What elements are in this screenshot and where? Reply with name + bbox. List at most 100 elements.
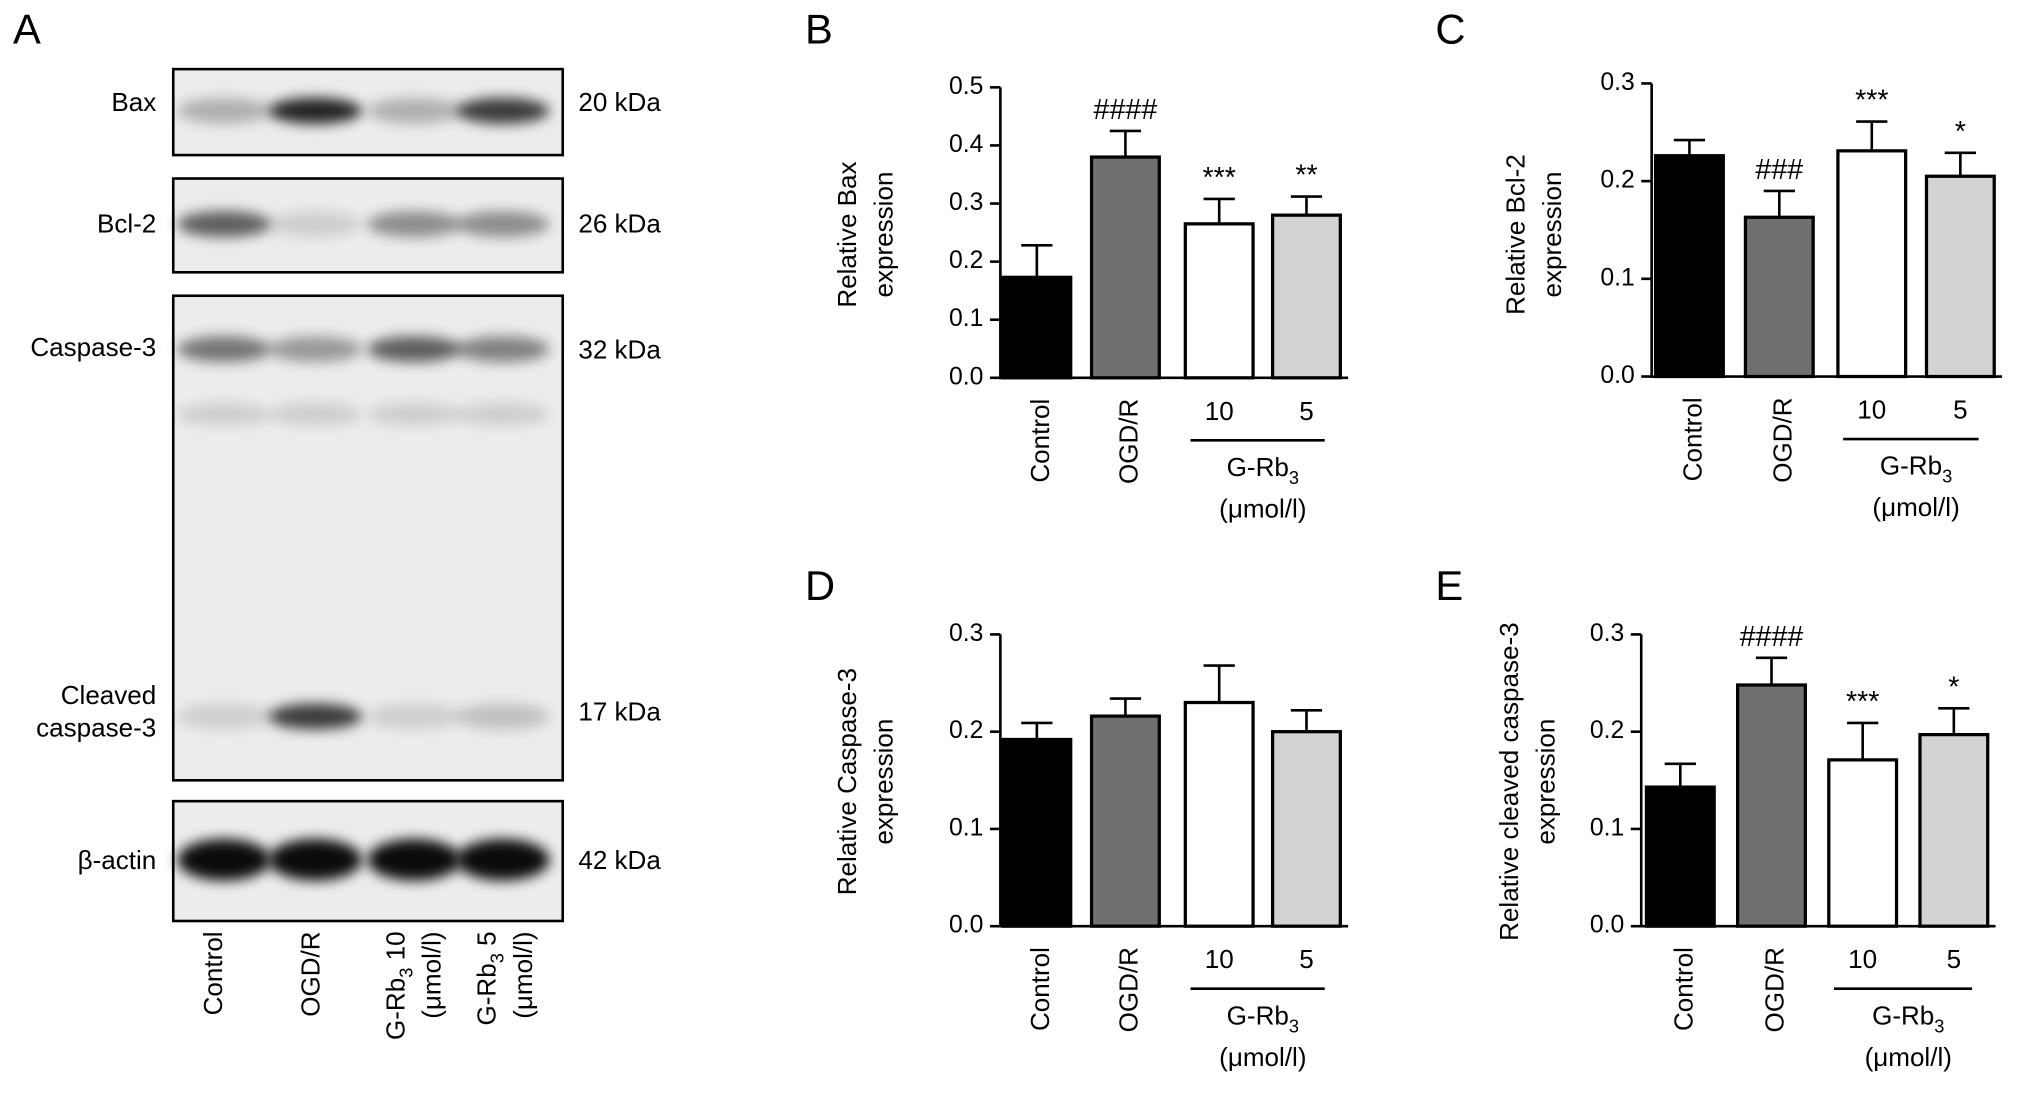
significance: ###: [1755, 154, 1803, 186]
y-axis-label: expression: [869, 719, 899, 845]
band-label: Caspase-3: [30, 332, 156, 362]
blot-band: [455, 838, 550, 881]
bar: [1827, 758, 1899, 928]
y-axis-label: Relative Caspase-3: [832, 668, 862, 895]
blot-band: [268, 703, 363, 730]
bar: [1653, 154, 1725, 379]
panel-label: B: [805, 6, 833, 53]
y-tick-label: 0.1: [1590, 814, 1624, 841]
group-unit: (μmol/l): [1219, 1042, 1306, 1072]
lane-text: OGD/R: [295, 931, 325, 1016]
blot-band: [455, 703, 550, 730]
y-axis-label: Relative Bcl-2: [1500, 154, 1530, 315]
band-label: Cleaved: [61, 680, 157, 710]
blot-band: [177, 703, 271, 730]
blot-band: [367, 97, 462, 124]
y-tick-label: 0.3: [1600, 69, 1634, 96]
blot-band: [455, 336, 550, 363]
bar: [1089, 155, 1161, 380]
group-text: G-Rb: [1227, 452, 1289, 482]
bar: [1001, 737, 1073, 928]
x-tick-label: Control: [1025, 399, 1055, 483]
blot-band: [177, 336, 271, 363]
group-text: G-Rb: [1872, 1000, 1934, 1030]
y-tick-label: 0.0: [949, 363, 983, 390]
significance: ***: [1846, 686, 1879, 718]
lane-sub: 3: [487, 953, 508, 963]
band-label: Bax: [111, 87, 156, 117]
x-tick-label: 10: [1857, 395, 1886, 425]
significance: ####: [1094, 94, 1158, 126]
blot-band: [268, 211, 363, 238]
x-tick-label: 5: [1299, 944, 1314, 974]
y-axis-label: expression: [869, 172, 899, 298]
group-sub: 3: [1289, 1016, 1299, 1037]
y-tick-label: 0.0: [1590, 912, 1624, 939]
x-tick-label: Control: [1668, 947, 1698, 1031]
lane-text: G-Rb: [380, 978, 410, 1040]
lane-label: OGD/R: [295, 931, 325, 1016]
bar: [1270, 213, 1342, 380]
y-tick-label: 0.0: [1600, 362, 1634, 389]
y-tick-label: 0.2: [1590, 717, 1624, 744]
bar: [1183, 222, 1255, 380]
y-tick-label: 0.5: [949, 73, 983, 100]
y-axis-label: expression: [1530, 719, 1560, 845]
x-tick-label: Control: [1678, 397, 1708, 481]
y-tick-label: 0.2: [1600, 167, 1634, 194]
group-text: G-Rb: [1880, 451, 1942, 481]
band-label: Bcl-2: [97, 208, 156, 238]
blot-band: [367, 838, 462, 881]
lane-text: G-Rb: [471, 963, 501, 1025]
significance: **: [1295, 160, 1317, 192]
lane-unit: (μmol/l): [508, 931, 538, 1018]
blot-band: [268, 838, 363, 881]
blot-band: [177, 97, 271, 124]
band-label: β-actin: [78, 845, 157, 875]
blot-band: [268, 402, 363, 427]
x-tick-label: Control: [1025, 947, 1055, 1031]
group-sub: 3: [1942, 466, 1952, 487]
x-tick-label: 5: [1299, 396, 1314, 426]
group-label: G-Rb3: [1227, 1000, 1299, 1036]
y-tick-label: 0.2: [949, 717, 983, 744]
band-label: caspase-3: [36, 712, 156, 742]
group-label: G-Rb3: [1880, 451, 1952, 487]
panel-label: C: [1435, 6, 1465, 53]
lane-sub: 3: [396, 968, 417, 978]
group-unit: (μmol/l): [1872, 492, 1959, 522]
x-tick-label: 5: [1953, 395, 1967, 425]
bar: [1270, 730, 1342, 928]
y-axis-label: expression: [1537, 172, 1567, 298]
blot-band: [177, 211, 271, 238]
y-tick-label: 0.1: [949, 814, 983, 841]
group-text: G-Rb: [1227, 1000, 1289, 1030]
group-sub: 3: [1934, 1016, 1944, 1037]
group-sub: 3: [1289, 467, 1299, 488]
group-unit: (μmol/l): [1219, 494, 1306, 524]
blot-band: [268, 97, 363, 124]
y-axis-label: Relative cleaved caspase-3: [1494, 622, 1524, 941]
bar: [1918, 732, 1990, 928]
panel-label: E: [1435, 562, 1463, 609]
x-tick-label: OGD/R: [1760, 947, 1790, 1032]
bar: [1001, 275, 1073, 380]
band-size: 26 kDa: [578, 208, 661, 238]
bar: [1735, 683, 1807, 928]
y-tick-label: 0.3: [949, 620, 983, 647]
panel-label: D: [805, 562, 835, 609]
blot-band: [455, 402, 550, 427]
lane-text: 5: [471, 931, 501, 953]
blot-band: [367, 211, 462, 238]
significance: *: [1948, 671, 1959, 703]
x-tick-label: OGD/R: [1767, 397, 1797, 482]
lane-label: G-Rb3 5: [471, 931, 507, 1025]
group-label: G-Rb3: [1872, 1000, 1944, 1036]
group-label: G-Rb3: [1227, 452, 1299, 488]
lane-label: G-Rb3 10: [380, 931, 416, 1040]
x-tick-label: 10: [1205, 396, 1234, 426]
y-axis-label: Relative Bax: [832, 161, 862, 307]
blot-band: [268, 336, 363, 363]
bar: [1924, 174, 1996, 379]
